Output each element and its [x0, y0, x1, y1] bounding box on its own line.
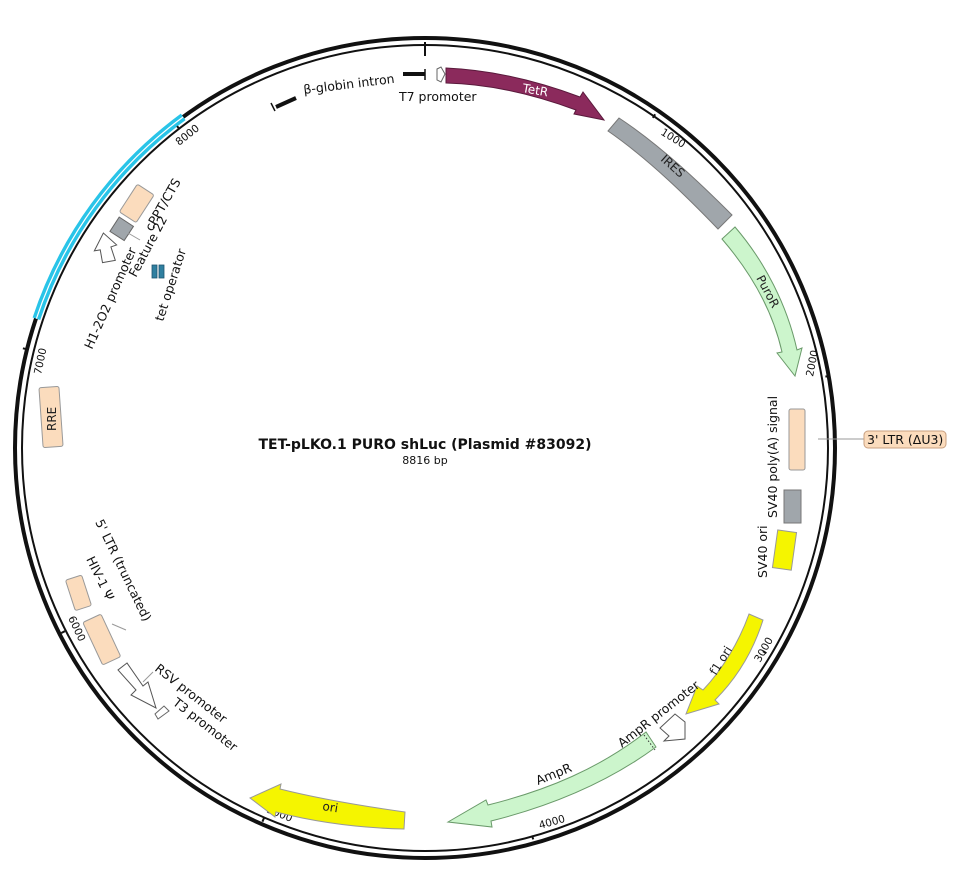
f1-ori-arrow[interactable] [685, 613, 764, 715]
tick-mark-8000 [176, 125, 181, 130]
ori-label: ori [322, 799, 340, 815]
tick-label-2000: 2000 [804, 349, 821, 378]
tick-mark-5000 [261, 817, 265, 823]
tetr-label: TetR [520, 81, 549, 99]
ampr-arrow[interactable] [446, 731, 657, 828]
tet-operator-label: tet operator [152, 246, 190, 323]
rre-block[interactable] [38, 386, 64, 448]
sv40-ori-box[interactable] [783, 489, 802, 524]
plasmid-title: TET-pLKO.1 PURO shLuc (Plasmid #83092) [258, 437, 591, 453]
tet-operator-block-1[interactable] [151, 264, 158, 279]
bglobin-intron-label: β-globin intron [303, 71, 396, 97]
cppt-block[interactable] [119, 184, 154, 223]
t7-promoter-label: T7 promoter [398, 89, 477, 104]
ltr5-block[interactable] [82, 614, 121, 665]
tet-operator-block-2[interactable] [158, 264, 165, 279]
t3-promoter-arrow[interactable] [154, 705, 170, 720]
feature22-callout-line [127, 232, 141, 241]
tick-label-7000: 7000 [32, 347, 49, 376]
ampr-promoter-arrow[interactable] [659, 713, 686, 742]
tick-mark-2000 [825, 374, 830, 378]
ori-arrow[interactable] [249, 783, 406, 830]
puror-label: PuroR [753, 273, 782, 310]
sv40-polya-block[interactable] [788, 408, 806, 471]
bglobin-intron-left-cap [270, 102, 276, 112]
tick-label-6000: 6000 [65, 614, 87, 643]
t7-promoter-arrow[interactable] [436, 66, 446, 83]
tick-label-4000: 4000 [538, 813, 567, 832]
bglobin-intron-marker[interactable] [275, 72, 425, 109]
puror-arrow[interactable] [721, 226, 803, 378]
ltr5-callout-line [111, 623, 127, 631]
ires-block[interactable] [607, 117, 733, 230]
tick-mark-6000 [60, 630, 66, 634]
tick-mark-1000 [651, 113, 657, 119]
highlighted-region-arc-line [35, 116, 184, 319]
sv40-polya-label: SV40 poly(A) signal [765, 396, 780, 518]
ampr-promoter-label: AmpR promoter [615, 677, 703, 750]
sv40-ori-block[interactable] [771, 529, 798, 571]
tick-marks [22, 113, 830, 840]
ltr3-label: 3' LTR (ΔU3) [867, 432, 943, 447]
tetr-arrow[interactable] [445, 67, 606, 121]
sv40-ori-label: SV40 ori [755, 525, 770, 578]
rre-label: RRE [45, 407, 59, 431]
tick-mark-3000 [762, 650, 767, 655]
ltr3-label-box[interactable] [863, 430, 947, 449]
hiv-psi-block[interactable] [65, 575, 92, 611]
h1-promoter-arrow[interactable] [92, 231, 120, 264]
rsv-promoter-callout-line [142, 671, 154, 683]
feature22-block[interactable] [109, 216, 135, 242]
tick-mark-4000 [531, 835, 535, 840]
plasmid-size: 8816 bp [402, 454, 447, 467]
backbone-outer-ring [13, 36, 837, 860]
rsv-promoter-arrow[interactable] [117, 662, 157, 709]
tick-mark-7000 [22, 347, 28, 351]
